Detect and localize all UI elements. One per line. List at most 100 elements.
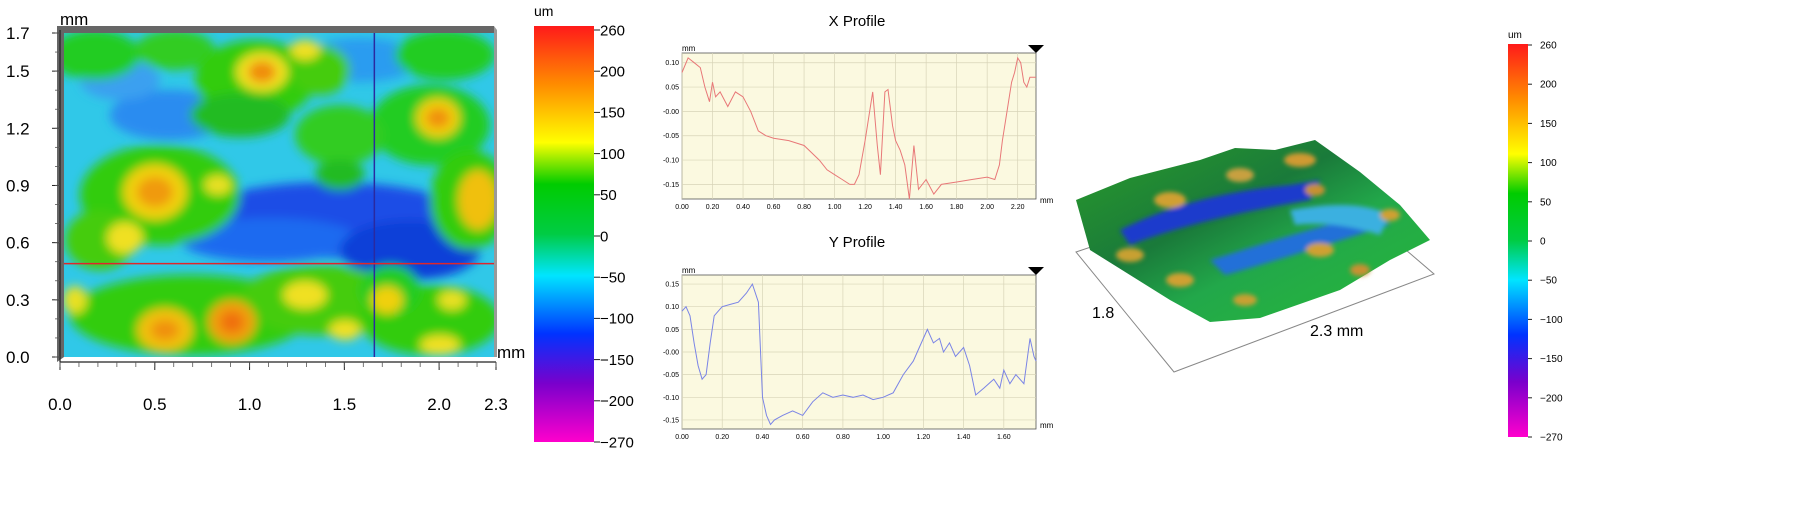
map-y-tick-label: 0.6 [6,234,30,253]
y-profile-title: Y Profile [829,234,885,251]
colorbar-tick-label: −150 [1540,354,1563,365]
x-tick-label: 0.20 [715,434,729,441]
y-profile-xlabel: mm [1040,421,1054,430]
colorbar-tick-label: 0 [1540,237,1546,248]
colorbar-tick-label: 150 [1540,119,1557,130]
colorbar-tick-label: −200 [1540,393,1563,404]
x-tick-label: 0.20 [706,204,720,211]
y-profile-series [681,282,1037,426]
x-profile-plot-area [681,52,1037,200]
x-profile-series [681,56,1036,200]
map-y-tick-label: 0.3 [6,291,30,310]
map-x-unit: mm [497,343,525,362]
x-profile-title: X Profile [829,13,886,30]
x-profile-ylabel: mm [682,44,696,53]
surface-x-label: 2.3 mm [1310,323,1363,340]
x-tick-label: 1.80 [950,204,964,211]
x-tick-label: 1.40 [957,434,971,441]
y-tick-label: 0.05 [665,85,679,92]
colorbar-tick-label: 260 [1540,41,1557,52]
y-tick-label: -0.10 [663,158,679,165]
colorbar-tick-label: −270 [600,434,634,451]
y-tick-label: -0.05 [663,372,679,379]
colorbar-tick-label: −50 [1540,276,1557,287]
colorbar-tick-label: 50 [600,187,617,204]
map-y-tick-label: 0.0 [6,348,30,367]
x-tick-label: 2.00 [980,204,994,211]
map-y-tick-label: 1.7 [6,24,30,43]
y-tick-label: 0.15 [665,282,679,289]
colorbar-tick-label: −50 [600,269,625,286]
colorbar-tick-label: 260 [600,22,625,39]
y-profile-y-ticks: 0.15 0.10 0.05 -0.00 -0.05 -0.10 -0.15 [663,282,679,425]
y-tick-label: -0.00 [663,109,679,116]
surface-3d-view: 1.8 2.3 mm [1075,140,1435,373]
y-profile-menu-icon[interactable] [1028,267,1044,275]
colorbar-tick-label: 200 [600,63,625,80]
colorbar-tick-label: 200 [1540,80,1557,91]
colorbar-right-unit: um [1508,30,1522,41]
colorbar-left: um 260 200 150 100 50 0 −50 −100 −150 −200 −270 [534,3,634,451]
surface-mesh [1076,140,1430,322]
colorbar-tick-label: 50 [1540,197,1552,208]
map-x-tick-label: 2.0 [427,395,451,414]
colorbar-tick-label: −100 [600,311,634,328]
colorbar-right: um 260 200 150 100 50 0 −50 −100 −150 −200 −270 [1508,30,1563,444]
map-y-tick-label: 1.2 [6,119,30,138]
x-tick-label: 1.20 [858,204,872,211]
x-tick-label: 0.60 [796,434,810,441]
y-tick-label: 0.05 [665,327,679,334]
colorbar-left-ticks: 260 200 150 100 50 0 −50 −100 −150 −200 −270 [594,22,634,451]
x-tick-label: 1.20 [917,434,931,441]
map-y-unit: mm [60,10,88,29]
y-tick-label: -0.15 [663,417,679,424]
colorbar-tick-label: −270 [1540,433,1563,444]
x-tick-label: 0.40 [736,204,750,211]
y-profile-grid [681,275,1036,429]
map-y-tick-label: 1.5 [6,62,30,81]
colorbar-tick-label: −150 [600,352,634,369]
colorbar-tick-label: 150 [600,105,625,122]
map-y-ticks: 1.7 1.5 1.2 0.9 0.6 0.3 0.0 [6,24,60,367]
y-tick-label: -0.15 [663,182,679,189]
x-tick-label: 0.80 [797,204,811,211]
surface-y-label: 1.8 [1092,305,1114,322]
y-tick-label: 0.10 [665,60,679,67]
colorbar-tick-label: 0 [600,228,608,245]
y-tick-label: -0.00 [663,350,679,357]
x-profile-chart: X Profile mm 0.10 0.05 -0.00 -0.05 -0.10 -0.1… [663,13,1054,211]
x-tick-label: 0.00 [675,434,689,441]
map-x-tick-label: 1.0 [238,395,262,414]
colorbar-right-gradient [1508,44,1528,437]
x-tick-label: 0.60 [767,204,781,211]
colorbar-left-unit: um [534,3,553,19]
x-profile-menu-icon[interactable] [1028,45,1044,53]
y-profile-x-ticks: 0.00 0.20 0.40 0.60 0.80 1.00 1.20 1.40 1.60 [675,434,1011,441]
y-tick-label: 0.10 [665,304,679,311]
x-tick-label: 0.80 [836,434,850,441]
height-map-image [64,33,494,357]
colorbar-tick-label: 100 [1540,158,1557,169]
map-x-tick-label: 0.5 [143,395,167,414]
x-tick-label: 0.40 [756,434,770,441]
y-tick-label: -0.10 [663,395,679,402]
x-tick-label: 1.00 [876,434,890,441]
x-tick-label: 1.40 [889,204,903,211]
colorbar-tick-label: 100 [600,146,625,163]
y-tick-label: -0.05 [663,133,679,140]
x-tick-label: 1.60 [919,204,933,211]
map-x-ticks: 0.0 0.5 1.0 1.5 2.0 2.3 [48,362,508,414]
colorbar-right-ticks: 260 200 150 100 50 0 −50 −100 −150 −200 −270 [1528,41,1563,444]
colorbar-left-gradient [534,26,594,442]
colorbar-tick-label: −100 [1540,315,1563,326]
colorbar-tick-label: −200 [600,393,634,410]
map-x-tick-label: 1.5 [333,395,357,414]
x-tick-label: 1.00 [828,204,842,211]
y-profile-chart: Y Profile mm 0.15 0.10 0.05 -0.00 -0.05 -0.10… [663,234,1054,441]
map-y-tick-label: 0.9 [6,176,30,195]
x-tick-label: 2.20 [1011,204,1025,211]
x-profile-x-ticks: 0.00 0.20 0.40 0.60 0.80 1.00 1.20 1.40 1.60 1.80… [675,204,1024,211]
x-profile-y-ticks: 0.10 0.05 -0.00 -0.05 -0.10 -0.15 [663,60,679,189]
map-x-tick-label: 2.3 [484,395,508,414]
x-tick-label: 1.60 [997,434,1011,441]
